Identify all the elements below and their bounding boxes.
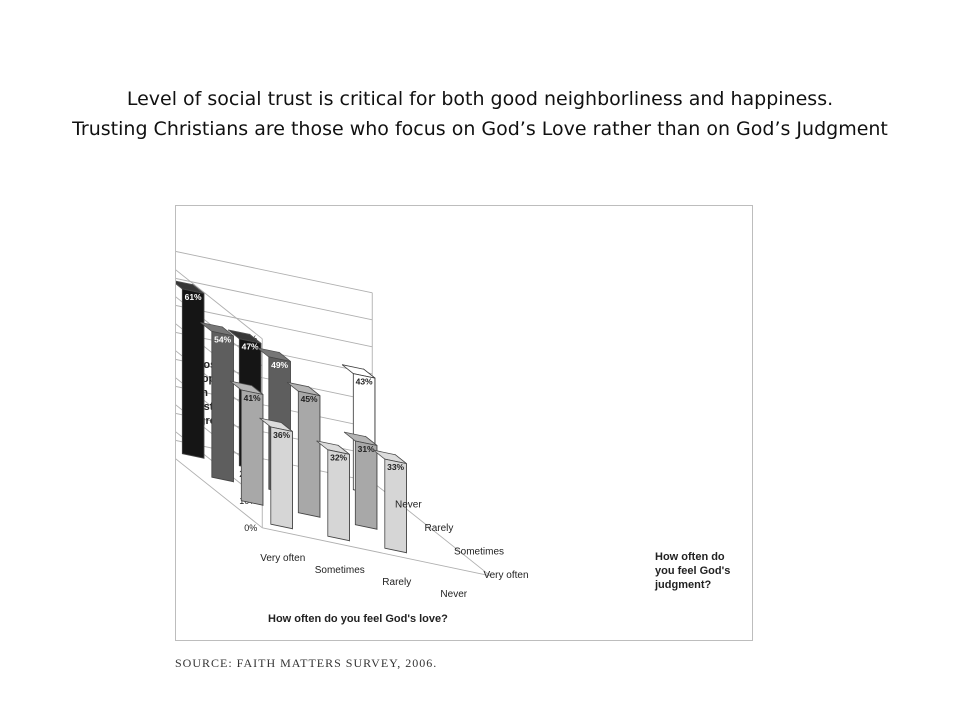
- bar: [316, 440, 350, 542]
- bar: [343, 431, 378, 531]
- bar-value-label: 49%: [271, 360, 288, 370]
- bar-value-label: 54%: [214, 334, 231, 344]
- bar: [229, 380, 264, 507]
- x-tick-label: Never: [440, 589, 467, 600]
- x-tick-label: Very often: [260, 553, 305, 564]
- bar: [286, 381, 321, 519]
- x-axis-title: How often do you feel God's love?: [268, 613, 448, 625]
- y-tick-label: 0%: [244, 523, 257, 533]
- z-tick-label: Never: [395, 500, 422, 511]
- bar-value-label: 31%: [358, 444, 375, 454]
- bar-top-shade: [316, 440, 350, 455]
- bar-front-face: [211, 330, 234, 483]
- bar-value-label: 41%: [244, 393, 261, 403]
- bar-top-shade: [257, 348, 291, 362]
- bar-value-label: 36%: [273, 430, 290, 440]
- bar-value-label: 61%: [185, 292, 202, 302]
- bar-top-shade: [344, 432, 377, 446]
- slide-title: Level of social trust is critical for bo…: [0, 84, 960, 144]
- bar-front-face: [354, 440, 378, 530]
- bar-value-label: 47%: [242, 342, 259, 352]
- floor-edge: [262, 481, 491, 577]
- x-tick-label: Sometimes: [315, 565, 365, 576]
- gridline: [176, 251, 373, 340]
- z-axis-title: judgment?: [654, 579, 711, 591]
- z-tick-label: Rarely: [425, 523, 454, 534]
- z-axis-title: How often do: [655, 551, 725, 563]
- z-tick-label: Sometimes: [454, 547, 504, 558]
- bar-value-label: 32%: [330, 453, 347, 463]
- source-caption: SOURCE: FAITH MATTERS SURVEY, 2006.: [175, 656, 438, 670]
- bar-front-face: [327, 449, 350, 542]
- bar: [259, 417, 293, 530]
- bar-top-shade: [287, 382, 320, 396]
- bar-value-label: 43%: [356, 377, 373, 387]
- bar: [200, 322, 234, 483]
- bar-front-face: [181, 288, 205, 459]
- slide-title-line-1: Level of social trust is critical for bo…: [126, 88, 834, 110]
- bar-front-face: [270, 426, 293, 530]
- bar-value-label: 45%: [301, 394, 318, 404]
- bar-top-shade: [373, 450, 407, 464]
- bar-value-label: 33%: [387, 462, 404, 472]
- bar-top-shade: [259, 418, 293, 432]
- bar-top-shade: [230, 381, 263, 395]
- bar-top-shade: [200, 322, 234, 336]
- slide-title-line-2: Trusting Christians are those who focus …: [72, 118, 888, 140]
- bar-front-face: [384, 458, 407, 554]
- bar-top-shade: [342, 364, 375, 379]
- x-tick-label: Rarely: [382, 577, 411, 588]
- bar-top-shade: [228, 329, 261, 344]
- bar-front-face: [297, 390, 321, 518]
- bar-top-shade: [176, 281, 204, 294]
- bar: [176, 280, 205, 460]
- z-axis-title: you feel God's: [655, 565, 730, 577]
- z-tick-label: Very often: [484, 570, 529, 581]
- gridline: [176, 440, 373, 529]
- bar: [373, 449, 407, 554]
- bar-front-face: [240, 389, 264, 506]
